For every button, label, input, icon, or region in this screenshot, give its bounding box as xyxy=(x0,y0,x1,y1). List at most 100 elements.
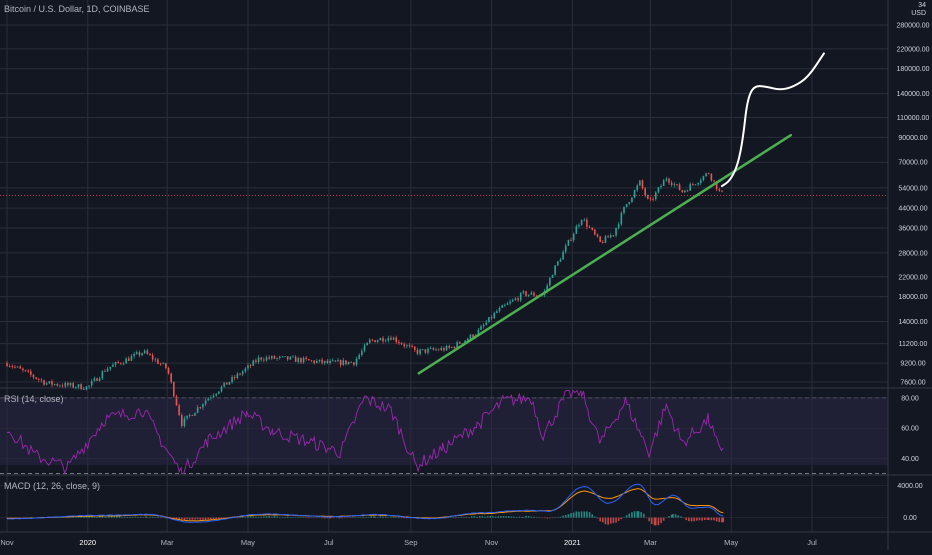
macd-histogram-bar xyxy=(376,517,379,518)
macd-histogram-bar xyxy=(331,517,334,519)
candle-body xyxy=(657,187,660,193)
macd-histogram-bar xyxy=(486,516,489,518)
macd-label: MACD (12, 26, close, 9) xyxy=(4,481,101,491)
macd-histogram-bar xyxy=(633,511,636,518)
candle-body xyxy=(101,371,104,379)
candle-body xyxy=(374,340,376,343)
candle-body xyxy=(11,366,14,367)
macd-histogram-bar xyxy=(146,517,149,518)
macd-histogram-bar xyxy=(596,517,599,519)
candle-body xyxy=(620,212,623,225)
candle-body xyxy=(469,334,472,339)
candle-body xyxy=(580,220,583,225)
candle-body xyxy=(40,379,43,381)
macd-histogram-bar xyxy=(455,517,457,519)
candle-body xyxy=(143,350,146,354)
candle-body xyxy=(292,356,294,358)
macd-histogram-bar xyxy=(271,516,273,518)
candle-body xyxy=(628,202,631,205)
candle-body xyxy=(429,348,432,349)
macd-histogram-bar xyxy=(473,516,476,518)
macd-histogram-bar xyxy=(599,517,601,522)
candle-body xyxy=(559,259,562,262)
currency-code: USD xyxy=(911,10,926,17)
macd-histogram-bar xyxy=(61,517,64,518)
macd-histogram-bar xyxy=(562,515,564,518)
top-price-partial: 34 xyxy=(918,2,926,9)
macd-histogram-bar xyxy=(370,516,372,518)
candle-body xyxy=(501,305,503,308)
candle-body xyxy=(276,357,278,359)
price-tick-label: 90000.00 xyxy=(898,135,927,142)
macd-histogram-bar xyxy=(674,514,677,518)
macd-histogram-bar xyxy=(82,516,85,518)
candle-body xyxy=(636,185,639,191)
candle-body xyxy=(681,190,684,193)
macd-histogram-bar xyxy=(297,517,300,518)
macd-histogram-bar xyxy=(113,516,116,518)
macd-histogram-bar xyxy=(575,511,578,518)
macd-histogram-bar xyxy=(75,517,77,518)
candle-body xyxy=(14,366,16,368)
time-tick-label: Mar xyxy=(161,538,174,547)
macd-histogram-bar xyxy=(357,517,359,518)
macd-histogram-bar xyxy=(492,516,494,518)
rsi-tick-label: 40.00 xyxy=(901,456,919,463)
macd-histogram-bar xyxy=(698,517,701,521)
macd-histogram-bar xyxy=(525,515,527,518)
candle-body xyxy=(133,353,135,357)
candle-body xyxy=(578,224,580,227)
candle-body xyxy=(321,359,323,363)
candle-body xyxy=(406,345,408,347)
candle-body xyxy=(146,350,149,354)
candle-body xyxy=(231,376,233,382)
macd-histogram-bar xyxy=(625,515,628,518)
candle-body xyxy=(300,358,302,363)
macd-histogram-bar xyxy=(180,517,183,520)
macd-histogram-bar xyxy=(502,516,505,518)
candle-body xyxy=(106,368,109,372)
candle-body xyxy=(337,360,339,362)
candle-body xyxy=(678,184,681,191)
candle-body xyxy=(162,363,165,365)
macd-histogram-bar xyxy=(305,517,308,519)
macd-histogram-bar xyxy=(583,511,586,518)
candle-body xyxy=(347,361,350,365)
candle-body xyxy=(533,292,535,296)
candle-body xyxy=(522,291,525,293)
candle-body xyxy=(263,359,265,361)
candle-body xyxy=(64,383,67,387)
macd-histogram-bar xyxy=(640,512,643,518)
candle-body xyxy=(684,190,686,193)
candle-body xyxy=(98,378,101,381)
macd-histogram-bar xyxy=(706,517,709,520)
macd-histogram-bar xyxy=(693,517,695,522)
macd-histogram-bar xyxy=(653,517,656,526)
macd-histogram-bar xyxy=(580,511,583,518)
macd-histogram-bar xyxy=(188,517,191,520)
macd-histogram-bar xyxy=(406,517,408,519)
price-tick-label: 220000.00 xyxy=(896,46,929,53)
macd-histogram-bar xyxy=(372,516,375,518)
macd-line xyxy=(6,483,724,523)
candle-body xyxy=(562,251,564,260)
macd-histogram-bar xyxy=(241,516,244,518)
candle-body xyxy=(141,353,143,356)
macd-histogram-bar xyxy=(252,516,255,518)
rsi-band-fill xyxy=(0,397,888,465)
candle-body xyxy=(567,239,570,246)
candle-body xyxy=(273,356,276,359)
macd-histogram-bar xyxy=(685,517,688,521)
macd-histogram-bar xyxy=(108,516,110,518)
candle-body xyxy=(75,387,77,388)
candle-body xyxy=(398,341,400,344)
macd-histogram-bar xyxy=(257,516,260,518)
candle-body xyxy=(125,358,127,364)
candle-body xyxy=(225,382,228,385)
candle-body xyxy=(218,391,220,394)
candle-body xyxy=(572,233,575,241)
macd-histogram-bar xyxy=(194,517,196,520)
macd-histogram-bar xyxy=(321,517,323,519)
candle-body xyxy=(554,265,556,276)
